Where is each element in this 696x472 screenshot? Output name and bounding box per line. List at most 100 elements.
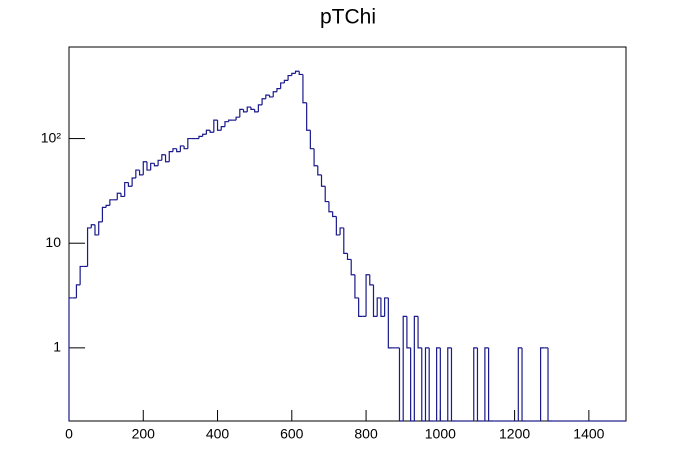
histogram-bin (105, 204, 110, 208)
histogram-bin (372, 284, 378, 317)
histogram-bin (521, 347, 526, 422)
histogram-bin (235, 116, 240, 121)
histogram-bin (306, 102, 311, 131)
histogram-bin (343, 227, 348, 254)
histogram-bin (116, 192, 121, 200)
histogram-bin (150, 162, 155, 171)
histogram-bin (172, 148, 177, 152)
histogram-bin (142, 161, 147, 175)
histogram-bin (320, 174, 326, 187)
histogram-bin (294, 70, 300, 74)
y-tick-label: 10² (41, 129, 62, 145)
histogram-bin (287, 74, 292, 81)
histogram-bin (109, 199, 114, 206)
x-tick-label: 1200 (499, 426, 530, 442)
histogram-bin (86, 227, 92, 267)
histogram-bin (439, 347, 445, 422)
histogram-bin (257, 104, 263, 112)
histogram-bin (183, 145, 188, 150)
histogram-bin (302, 74, 307, 104)
histogram-bin (157, 159, 162, 166)
histogram-bin (176, 148, 181, 153)
histogram-bin (98, 221, 103, 235)
histogram-bin (402, 315, 407, 421)
histogram-bin (135, 169, 140, 178)
histogram-bin (376, 297, 381, 317)
histogram-bin (220, 126, 225, 131)
histogram-bin (138, 170, 144, 176)
histogram-bin (365, 274, 370, 317)
x-tick-label: 200 (132, 426, 156, 442)
histogram-bin (324, 186, 329, 203)
histogram-bin (328, 201, 333, 213)
histogram-bin (406, 316, 411, 349)
histogram-bin (398, 347, 404, 422)
histogram-bin (317, 165, 322, 176)
histogram-bin (153, 163, 159, 167)
histogram-bin (261, 98, 266, 105)
x-tick-label: 1400 (573, 426, 604, 442)
histogram-bin (168, 151, 173, 162)
histogram-bin (424, 347, 430, 421)
histogram-bin (242, 109, 248, 113)
histogram-bin (488, 347, 493, 422)
histogram-bin (380, 297, 385, 317)
histogram-bin (101, 206, 107, 222)
histogram-bin (346, 253, 352, 261)
histogram-bin (332, 211, 337, 218)
histogram-bin (436, 347, 441, 421)
histogram-bin (539, 347, 545, 421)
histogram-bin (387, 297, 393, 349)
histogram-bin (291, 72, 296, 76)
histogram-bin (68, 297, 73, 421)
histogram-bin (335, 216, 341, 236)
histogram-bin (265, 94, 270, 99)
histogram-bin (413, 315, 419, 421)
chart-title: pTChi (320, 6, 376, 29)
histogram-bin (276, 88, 281, 92)
histogram-bin (161, 154, 166, 161)
histogram-bin (428, 347, 433, 422)
histogram-bin (146, 161, 151, 171)
histogram-bin (547, 347, 552, 422)
histogram-bin (473, 347, 478, 421)
y-tick-label: 10 (45, 234, 61, 250)
histogram-bin (213, 119, 218, 133)
histogram-bin (131, 177, 136, 187)
x-tick-label: 1000 (425, 426, 456, 442)
histogram-bin (369, 274, 374, 286)
histogram-bin (309, 130, 315, 150)
histogram-bin (384, 297, 389, 317)
y-tick-label: 1 (53, 339, 61, 355)
histogram-bin (228, 119, 233, 122)
histogram-bin (187, 137, 192, 149)
histogram-bin (164, 154, 170, 163)
histogram-bin (94, 224, 99, 236)
histogram-bin (313, 148, 318, 167)
histogram-bin (358, 297, 363, 317)
histogram-bin (450, 347, 456, 422)
histogram-bin (410, 347, 415, 422)
histogram-bin (484, 347, 489, 421)
histogram-bin (120, 193, 125, 198)
histogram-bin (417, 316, 422, 349)
histogram-bin (280, 82, 285, 89)
histogram-bin (179, 145, 185, 152)
histogram-bin (283, 79, 289, 83)
histogram-bin (354, 274, 359, 299)
histogram-bin (90, 224, 95, 228)
histogram-bin (272, 91, 277, 97)
histogram-bin (216, 120, 222, 131)
histogram-bin (298, 71, 303, 76)
x-tick-label: 800 (354, 426, 378, 442)
histogram-bin (79, 265, 84, 285)
histogram-bin (350, 259, 355, 276)
histogram-bin (198, 135, 203, 139)
histogram-bin (124, 181, 129, 197)
histogram-bin (476, 347, 482, 422)
histogram-bin (250, 107, 255, 110)
histogram-bin (224, 121, 229, 127)
x-tick-label: 0 (65, 426, 73, 442)
